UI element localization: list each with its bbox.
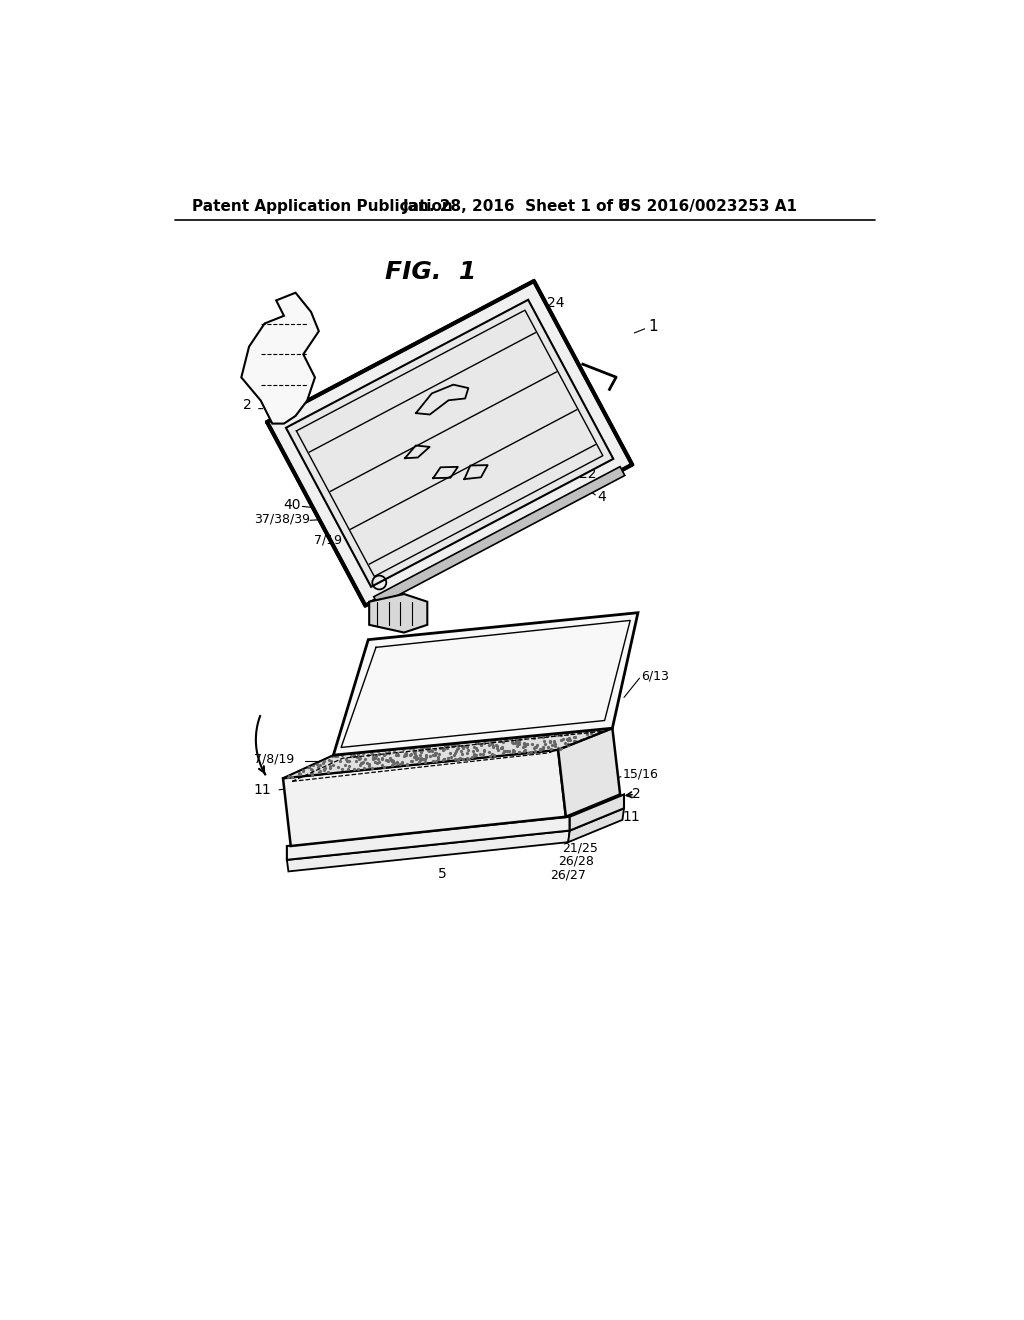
Polygon shape [568, 808, 624, 842]
Text: 6/13: 6/13 [641, 669, 669, 682]
Text: 2: 2 [376, 529, 385, 543]
Text: C: C [423, 767, 433, 781]
Text: 5: 5 [438, 867, 446, 882]
Text: 18: 18 [380, 714, 397, 727]
Text: 7/19: 7/19 [314, 533, 342, 546]
Text: 1: 1 [649, 318, 658, 334]
Text: 9: 9 [432, 772, 440, 785]
Polygon shape [287, 830, 569, 871]
Polygon shape [558, 729, 621, 817]
Polygon shape [569, 795, 624, 830]
Text: US 2016/0023253 A1: US 2016/0023253 A1 [617, 198, 797, 214]
Text: 41: 41 [407, 440, 425, 454]
Text: 37/38/39: 37/38/39 [254, 512, 310, 525]
Polygon shape [242, 293, 318, 424]
Text: 24: 24 [547, 296, 564, 310]
Polygon shape [267, 281, 632, 606]
Text: 7/8/19: 7/8/19 [254, 752, 294, 766]
Text: 26/27: 26/27 [550, 869, 587, 880]
Text: 4: 4 [597, 490, 605, 504]
Text: Jan. 28, 2016  Sheet 1 of 6: Jan. 28, 2016 Sheet 1 of 6 [403, 198, 630, 214]
Text: FIG.  1: FIG. 1 [385, 260, 476, 284]
Text: Patent Application Publication: Patent Application Publication [191, 198, 453, 214]
Text: 21/25: 21/25 [562, 841, 598, 854]
Text: 22: 22 [579, 467, 597, 480]
Text: 40: 40 [283, 498, 300, 512]
Polygon shape [283, 750, 566, 846]
Polygon shape [374, 466, 625, 606]
Text: 26/28: 26/28 [558, 855, 594, 869]
Polygon shape [370, 594, 427, 632]
Text: 15/16: 15/16 [623, 768, 658, 781]
Text: 6/14: 6/14 [384, 845, 412, 858]
Text: 11: 11 [623, 809, 640, 824]
Text: 5: 5 [395, 543, 404, 557]
Text: 6/13: 6/13 [407, 523, 435, 536]
Text: FIG. 2A: FIG. 2A [411, 647, 512, 671]
Text: 12: 12 [339, 812, 356, 826]
Text: 2: 2 [243, 397, 252, 412]
Polygon shape [283, 729, 612, 779]
Text: 2: 2 [632, 787, 640, 801]
Text: 3: 3 [508, 413, 517, 428]
Polygon shape [287, 817, 569, 859]
Polygon shape [286, 300, 613, 587]
Polygon shape [334, 612, 638, 755]
Text: 11: 11 [254, 783, 271, 797]
